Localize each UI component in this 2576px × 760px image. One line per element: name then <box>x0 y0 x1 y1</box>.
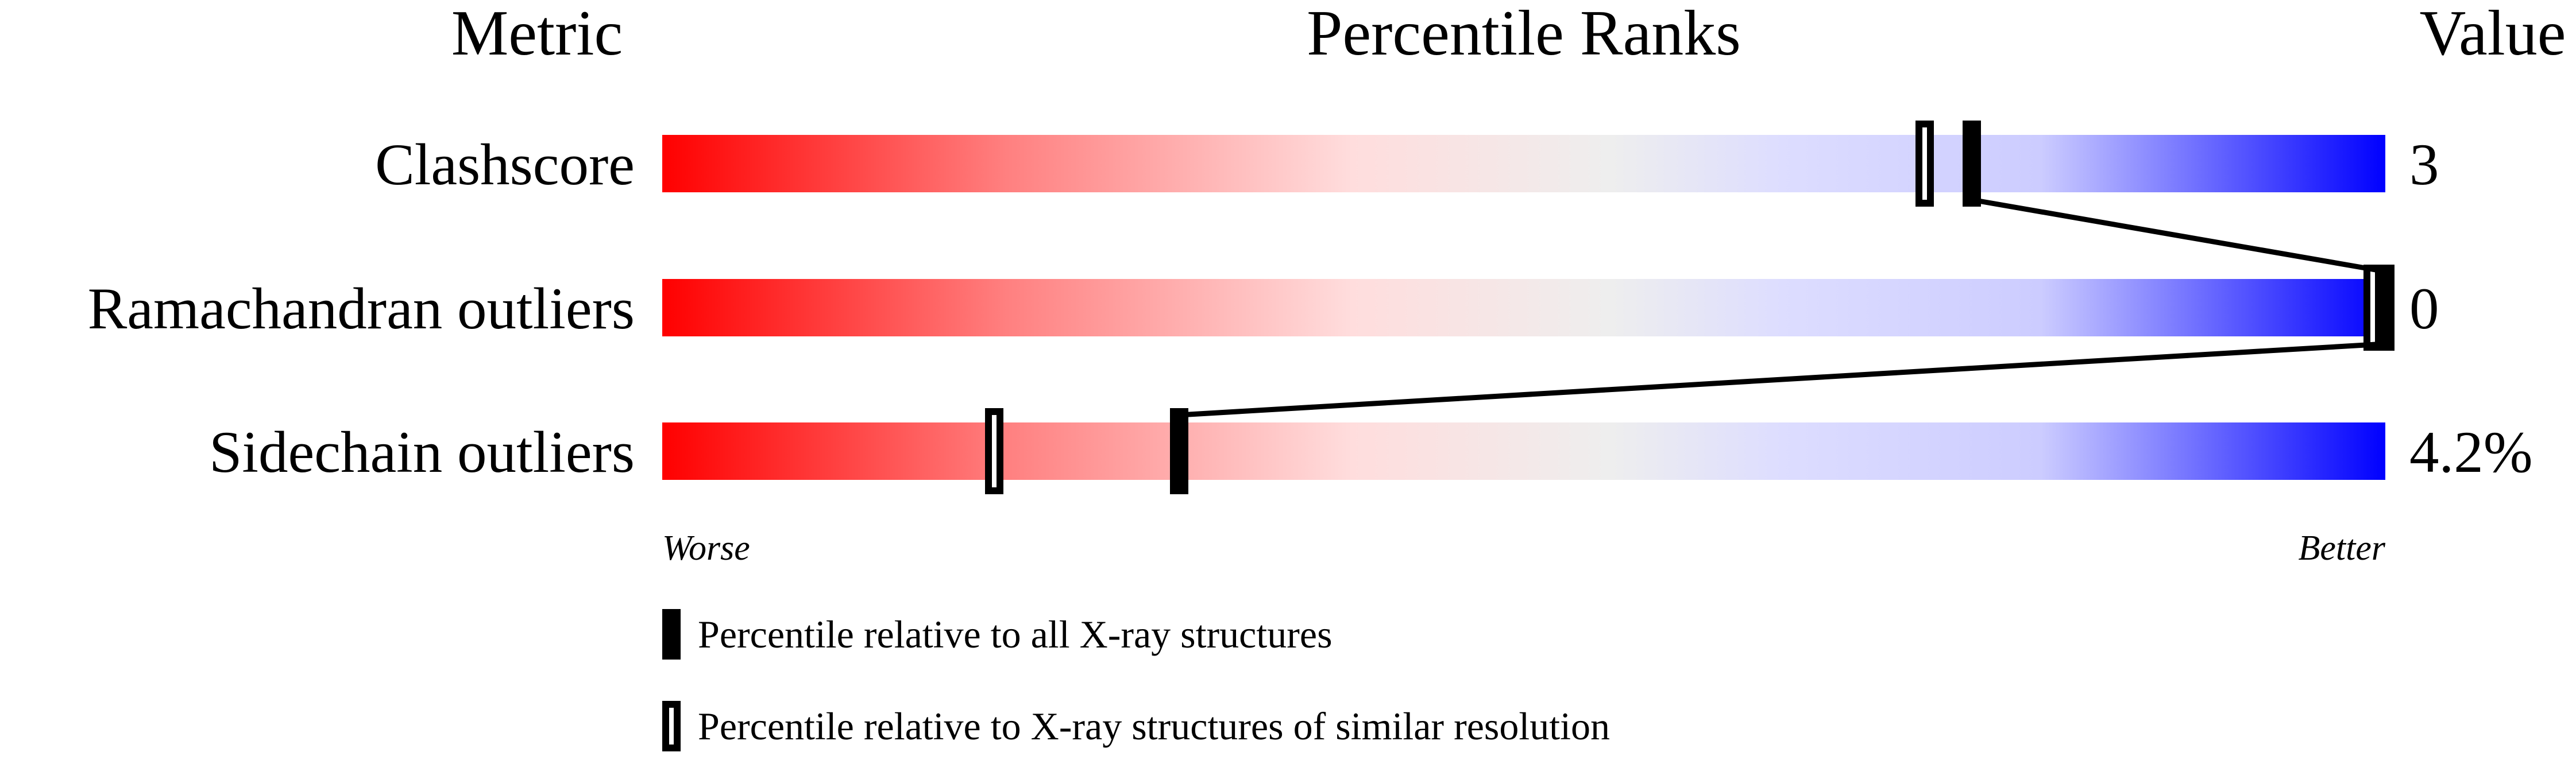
all-structures-marker <box>2376 265 2395 351</box>
row-clashscore: Clashscore 3 <box>375 121 2439 207</box>
header-metric: Metric <box>451 0 623 69</box>
header-value: Value <box>2419 0 2566 69</box>
all-structures-marker <box>1963 121 1981 207</box>
percentile-bar <box>662 279 2385 336</box>
percentile-link-line <box>1179 341 2386 418</box>
similar-resolution-marker <box>985 408 1003 494</box>
percentile-bar <box>662 135 2385 192</box>
percentile-link-line <box>1971 197 2386 274</box>
metric-label: Ramachandran outliers <box>88 276 635 342</box>
row-ramachandran-outliers: Ramachandran outliers 0 <box>88 265 2439 351</box>
metric-label: Sidechain outliers <box>209 420 635 485</box>
legend-open-marker <box>662 701 681 751</box>
row-sidechain-outliers: Sidechain outliers 4.2% <box>209 408 2533 494</box>
header-percentile: Percentile Ranks <box>1307 0 1741 69</box>
worse-label: Worse <box>662 529 750 568</box>
legend-filled-label: Percentile relative to all X-ray structu… <box>698 612 1333 656</box>
metric-label: Clashscore <box>375 132 635 197</box>
value-label: 3 <box>2409 132 2439 197</box>
value-label: 4.2% <box>2409 420 2533 485</box>
legend-filled-marker <box>662 609 681 660</box>
better-label: Better <box>2299 529 2386 568</box>
percentile-bar <box>662 422 2385 480</box>
value-label: 0 <box>2409 276 2439 342</box>
similar-resolution-marker <box>1915 121 1934 207</box>
all-structures-marker <box>1170 408 1188 494</box>
legend-open-label: Percentile relative to X-ray structures … <box>698 704 1610 748</box>
